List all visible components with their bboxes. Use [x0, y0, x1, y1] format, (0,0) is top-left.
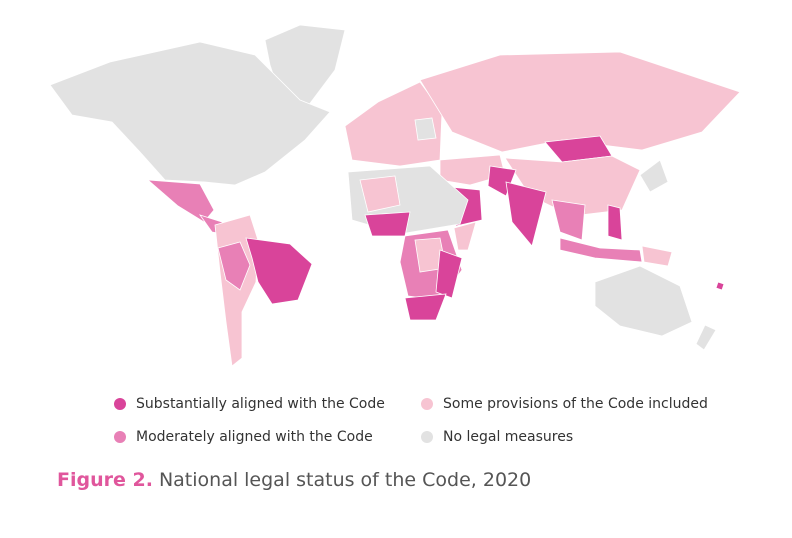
legend-swatch — [421, 431, 433, 443]
region — [344, 81, 443, 167]
region — [49, 41, 331, 186]
legend-label: Moderately aligned with the Code — [136, 429, 373, 445]
region — [453, 221, 477, 251]
region — [715, 281, 725, 291]
region — [559, 237, 643, 263]
region — [505, 181, 547, 247]
region — [217, 241, 251, 291]
region — [594, 265, 693, 337]
figure-label: Figure 2. — [57, 469, 153, 491]
legend-label: Some provisions of the Code included — [443, 396, 708, 412]
region — [641, 245, 673, 267]
region — [607, 204, 623, 241]
region — [245, 237, 313, 305]
legend-swatch — [114, 431, 126, 443]
legend-label: Substantially aligned with the Code — [136, 396, 385, 412]
region — [435, 249, 463, 299]
region — [404, 293, 447, 321]
region — [364, 211, 411, 237]
region — [639, 159, 669, 193]
region — [414, 117, 437, 141]
legend-swatch — [421, 398, 433, 410]
caption: Figure 2. National legal status of the Co… — [57, 469, 531, 491]
legend-label: No legal measures — [443, 429, 573, 445]
region — [359, 175, 401, 213]
region — [146, 179, 215, 223]
region — [695, 324, 717, 351]
world-map — [49, 24, 741, 367]
region — [419, 51, 741, 153]
legend: Substantially aligned with the Code Moder… — [114, 396, 708, 445]
region — [214, 214, 259, 367]
region — [551, 199, 586, 241]
region — [487, 165, 517, 197]
legend-swatch — [114, 398, 126, 410]
caption-text: National legal status of the Code, 2020 — [159, 469, 531, 491]
